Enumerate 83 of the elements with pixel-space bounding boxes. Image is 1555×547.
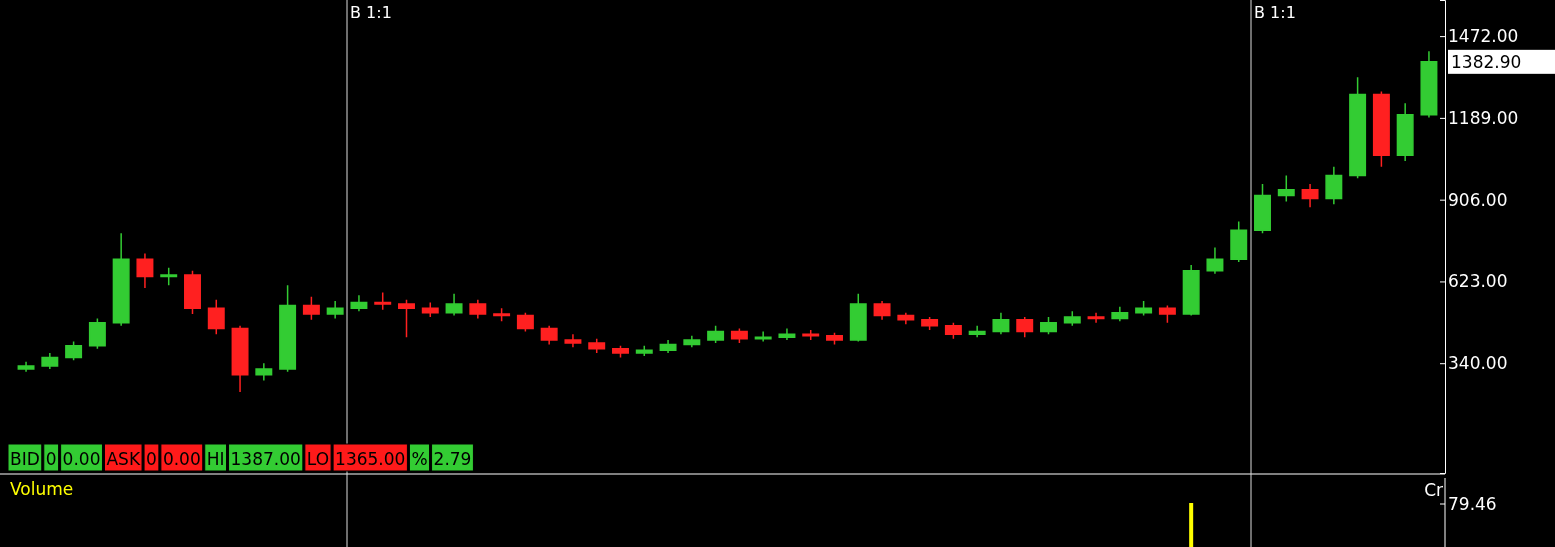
candlestick xyxy=(469,298,487,320)
candlestick xyxy=(1158,304,1176,324)
candlestick xyxy=(1396,102,1414,162)
candlestick xyxy=(588,337,606,354)
annotation: 0.00 xyxy=(162,449,201,469)
candlestick xyxy=(1325,165,1343,206)
candlestick xyxy=(1111,306,1129,323)
candlestick xyxy=(326,300,344,320)
candlestick xyxy=(992,311,1010,336)
annotation: ASK xyxy=(106,449,141,469)
candlestick xyxy=(897,311,915,325)
candlestick xyxy=(730,327,748,344)
annotation: 1365.00 xyxy=(335,449,406,469)
candlestick xyxy=(41,352,59,370)
annotation: % xyxy=(411,449,428,469)
candlestick xyxy=(564,333,582,349)
candlestick xyxy=(1135,300,1153,317)
candlestick xyxy=(921,316,939,331)
text: 79.46 xyxy=(1448,494,1497,514)
candlestick xyxy=(350,294,368,312)
candlestick xyxy=(1301,183,1319,208)
candlestick xyxy=(255,362,273,382)
y-tick-label: 623.00 xyxy=(1448,271,1508,292)
candlestick xyxy=(778,327,796,341)
candlestick xyxy=(516,311,534,333)
candlestick xyxy=(184,269,201,315)
candlestick xyxy=(207,298,225,336)
annotation: 0 xyxy=(45,449,57,469)
candlestick xyxy=(1277,174,1295,203)
candlestick xyxy=(683,335,701,349)
y-tick-label: 1472.00 xyxy=(1448,26,1519,47)
candlestick xyxy=(635,345,653,357)
candlestick xyxy=(398,298,415,338)
text: 1382.90 xyxy=(1451,51,1522,72)
annotation: B 1:1 xyxy=(350,3,392,22)
candlestick xyxy=(1040,316,1057,336)
candlestick xyxy=(968,324,986,338)
candlestick xyxy=(279,284,297,373)
y-tick-label: 340.00 xyxy=(1448,353,1508,374)
annotation: HI xyxy=(206,449,225,469)
candlestick xyxy=(112,232,130,327)
candlestick xyxy=(493,307,511,323)
candlestick xyxy=(1063,310,1081,327)
candlestick xyxy=(754,330,772,343)
chart-title: Volume xyxy=(10,479,74,499)
candlestick xyxy=(1372,90,1390,168)
annotation: 0.00 xyxy=(62,449,101,469)
candlestick xyxy=(659,339,677,354)
candlestick xyxy=(421,301,439,318)
annotation: 0 xyxy=(146,449,157,469)
candlestick xyxy=(374,291,392,311)
candlestick xyxy=(873,300,891,321)
candlestick xyxy=(302,295,320,321)
candlestick xyxy=(445,293,463,317)
y-tick-label: 1189.00 xyxy=(1448,107,1519,128)
candlestick xyxy=(231,324,249,393)
candlestick xyxy=(1182,264,1200,317)
candlestick xyxy=(802,329,820,341)
candlestick xyxy=(160,267,178,286)
candlestick xyxy=(540,324,558,346)
candlestick xyxy=(1420,50,1438,119)
candlestick xyxy=(65,340,83,362)
candlestick xyxy=(1206,246,1224,275)
candlestick xyxy=(707,324,725,344)
candlestick xyxy=(1016,316,1034,338)
annotation: LO xyxy=(306,449,330,469)
candlestick xyxy=(1254,183,1271,234)
candlestick xyxy=(944,322,962,340)
candlestick xyxy=(1230,220,1248,263)
text: Cr xyxy=(1424,480,1444,500)
candlestick xyxy=(1349,76,1367,180)
annotation: BID xyxy=(10,449,40,469)
annotation: B 1:1 xyxy=(1254,3,1296,22)
candlestick xyxy=(849,293,867,343)
candlestick xyxy=(17,361,35,373)
annotation: 1387.00 xyxy=(230,449,301,469)
candlestick xyxy=(88,317,106,350)
y-tick-label: 906.00 xyxy=(1448,189,1508,210)
candlestick xyxy=(826,332,843,346)
annotation: 2.79 xyxy=(433,449,472,469)
candlestick xyxy=(612,345,629,359)
candlestick xyxy=(136,252,154,289)
candlestick xyxy=(1087,311,1105,324)
